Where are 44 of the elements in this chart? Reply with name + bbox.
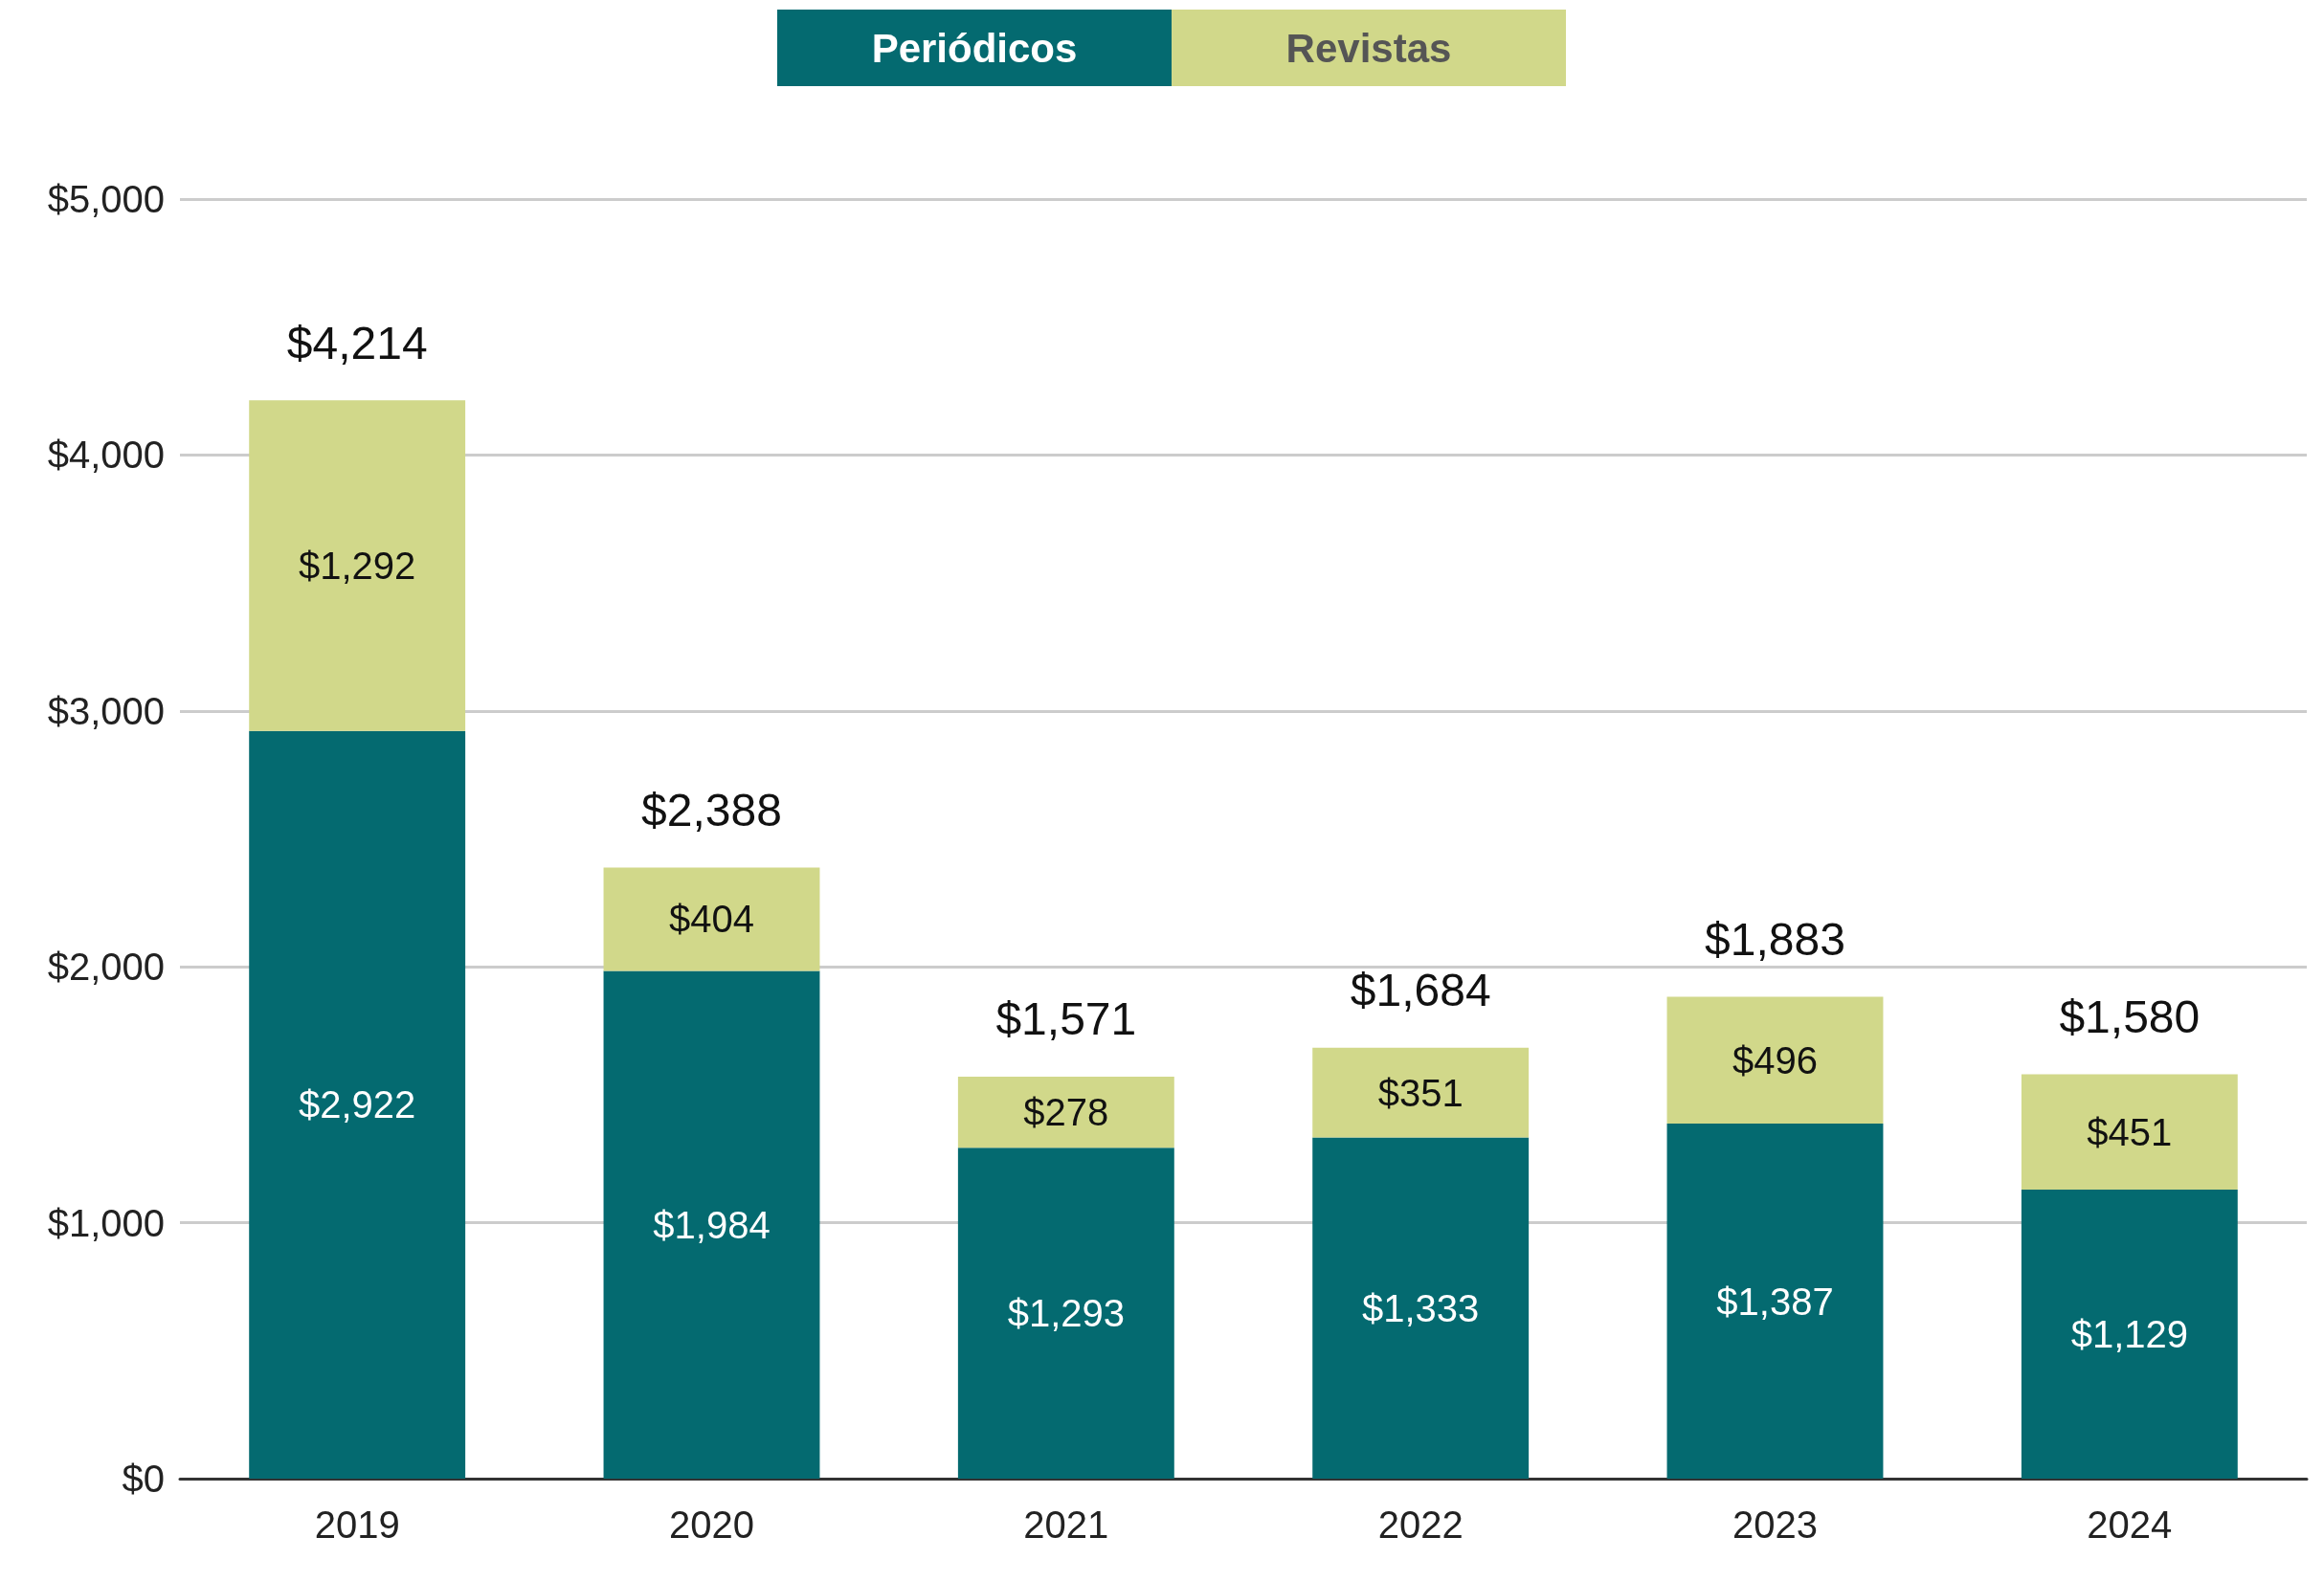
y-tick-label: $3,000 xyxy=(47,689,165,732)
data-label: $496 xyxy=(1732,1038,1818,1081)
bar xyxy=(957,1076,1174,1148)
y-tick-label: $5,000 xyxy=(47,178,165,220)
total-label: $1,684 xyxy=(1350,965,1491,1016)
data-label: $2,922 xyxy=(298,1083,416,1126)
total-label: $1,571 xyxy=(995,993,1137,1045)
y-tick-label: $2,000 xyxy=(47,946,165,989)
bar xyxy=(249,730,466,1479)
data-label: $1,129 xyxy=(2070,1313,2189,1356)
bar xyxy=(2021,1074,2238,1191)
total-label: $4,214 xyxy=(286,317,428,368)
text: Periódicos xyxy=(871,25,1078,71)
x-tick-label: 2020 xyxy=(669,1504,754,1546)
y-tick-label: $1,000 xyxy=(47,1201,165,1244)
y-tick-label: $0 xyxy=(122,1458,165,1500)
bar xyxy=(1312,1047,1530,1138)
bar xyxy=(1666,1124,1884,1479)
bar xyxy=(249,400,466,731)
x-tick-label: 2023 xyxy=(1732,1504,1818,1546)
text: Revistas xyxy=(1285,25,1452,71)
data-label: $404 xyxy=(669,898,754,941)
data-label: $451 xyxy=(2087,1110,2173,1153)
bar xyxy=(957,1148,1174,1479)
x-tick-label: 2021 xyxy=(1023,1504,1109,1546)
bar xyxy=(1666,996,1884,1125)
y-tick-label: $4,000 xyxy=(47,434,165,477)
data-label: $1,293 xyxy=(1007,1292,1126,1335)
x-tick-label: 2019 xyxy=(314,1504,400,1546)
x-tick-label: 2024 xyxy=(2087,1504,2173,1546)
total-label: $1,883 xyxy=(1705,913,1845,965)
bar xyxy=(1312,1137,1530,1479)
data-label: $1,292 xyxy=(298,544,416,587)
data-label: $351 xyxy=(1377,1071,1464,1114)
data-label: $278 xyxy=(1023,1091,1109,1134)
bar xyxy=(603,970,820,1479)
bar xyxy=(2021,1190,2238,1479)
total-label: $1,580 xyxy=(2059,992,2201,1043)
data-label: $1,984 xyxy=(653,1203,771,1246)
x-tick-label: 2022 xyxy=(1377,1504,1464,1546)
bar xyxy=(603,867,820,971)
data-label: $1,387 xyxy=(1716,1280,1834,1323)
data-label: $1,333 xyxy=(1361,1286,1480,1329)
total-label: $2,388 xyxy=(641,784,782,836)
